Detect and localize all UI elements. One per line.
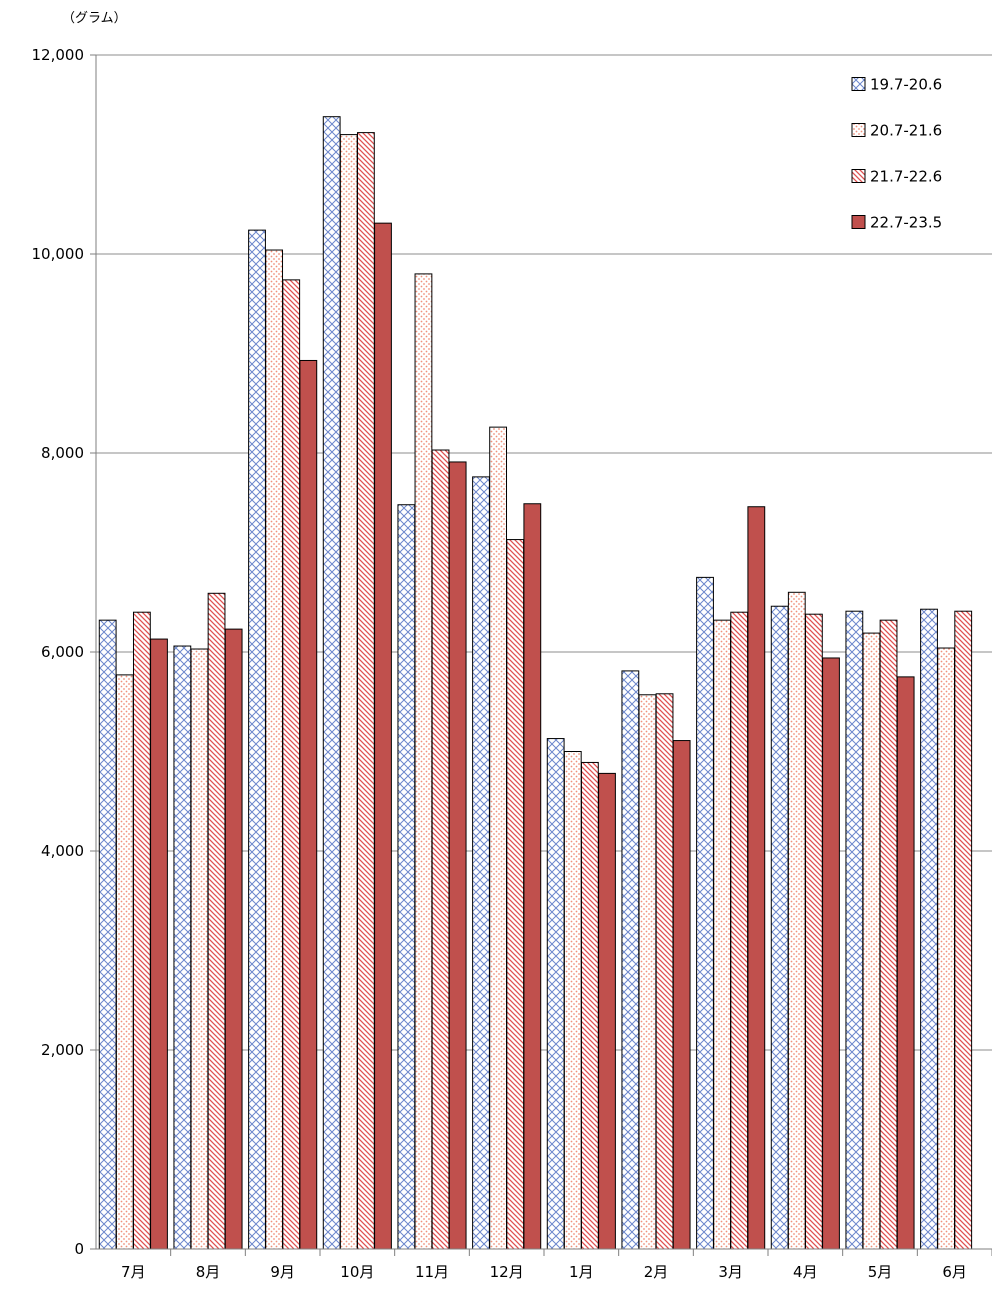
bar bbox=[173, 645, 192, 1250]
gridlines bbox=[90, 54, 992, 1250]
bar bbox=[431, 449, 450, 1250]
bar bbox=[282, 279, 301, 1250]
bar bbox=[845, 610, 864, 1250]
y-axis-unit-label: （グラム） bbox=[62, 11, 127, 26]
x-tick-label: 12月 bbox=[490, 1263, 524, 1281]
x-tick-label: 3月 bbox=[718, 1263, 743, 1281]
legend-label: 21.7-22.6 bbox=[870, 168, 942, 186]
bar bbox=[397, 504, 416, 1250]
y-tick-label: 4,000 bbox=[41, 842, 84, 860]
bar bbox=[207, 592, 226, 1250]
bar bbox=[472, 476, 490, 1250]
bar bbox=[730, 611, 749, 1250]
bar bbox=[822, 657, 840, 1250]
bar bbox=[598, 772, 616, 1250]
bar bbox=[787, 591, 806, 1250]
bar bbox=[115, 674, 134, 1250]
legend-swatch bbox=[851, 169, 866, 183]
bar bbox=[132, 611, 151, 1250]
bar bbox=[937, 647, 956, 1250]
y-tick-label: 8,000 bbox=[41, 444, 84, 462]
bar bbox=[265, 249, 284, 1250]
legend-swatch bbox=[851, 123, 866, 137]
bar bbox=[98, 619, 117, 1250]
bar bbox=[322, 116, 341, 1250]
bar bbox=[954, 610, 973, 1250]
y-tick-label: 6,000 bbox=[41, 643, 84, 661]
legend-label: 20.7-21.6 bbox=[870, 122, 942, 140]
bar bbox=[356, 132, 375, 1250]
bar bbox=[563, 751, 582, 1250]
y-tick-label: 0 bbox=[74, 1240, 84, 1258]
bar bbox=[655, 693, 674, 1250]
bar bbox=[523, 503, 542, 1250]
bar bbox=[339, 134, 358, 1250]
bar bbox=[299, 359, 318, 1250]
bar bbox=[448, 461, 467, 1250]
legend-label: 22.7-23.5 bbox=[870, 214, 942, 232]
bar bbox=[506, 539, 525, 1250]
bar bbox=[747, 506, 766, 1250]
bar bbox=[920, 608, 938, 1250]
bar bbox=[224, 628, 243, 1250]
bar bbox=[862, 632, 881, 1250]
bar bbox=[672, 740, 691, 1250]
bar-series-group bbox=[98, 116, 973, 1250]
bar bbox=[879, 619, 898, 1250]
legend-label: 19.7-20.6 bbox=[870, 76, 942, 94]
bar bbox=[770, 605, 789, 1250]
y-tick-label: 12,000 bbox=[32, 46, 85, 64]
y-axis-tick-labels: 0 2,000 4,000 6,000 8,000 10,000 12,000 bbox=[32, 46, 85, 1258]
bar bbox=[150, 638, 168, 1250]
axes bbox=[95, 55, 992, 1256]
x-axis-tick-labels: 7月 8月 9月 10月 11月 12月 1月 2月 3月 4月 5月 6月 bbox=[121, 1263, 967, 1281]
legend: 19.7-20.6 20.7-21.6 21.7-22.6 22.7-23.5 bbox=[851, 76, 942, 232]
bar bbox=[248, 229, 266, 1250]
x-tick-label: 2月 bbox=[644, 1263, 669, 1281]
y-tick-label: 2,000 bbox=[41, 1041, 84, 1059]
bar bbox=[374, 222, 392, 1250]
legend-swatch bbox=[851, 77, 866, 91]
bar bbox=[804, 613, 823, 1250]
bar bbox=[489, 426, 508, 1250]
bar bbox=[580, 761, 599, 1250]
bar bbox=[696, 576, 714, 1250]
x-tick-label: 5月 bbox=[868, 1263, 893, 1281]
y-tick-label: 10,000 bbox=[32, 245, 85, 263]
x-tick-label: 1月 bbox=[569, 1263, 594, 1281]
x-tick-label: 6月 bbox=[942, 1263, 967, 1281]
bar bbox=[546, 738, 565, 1250]
bar bbox=[621, 670, 640, 1250]
x-tick-label: 11月 bbox=[415, 1263, 449, 1281]
bar bbox=[713, 619, 732, 1250]
x-tick-label: 4月 bbox=[793, 1263, 818, 1281]
bar bbox=[414, 273, 433, 1250]
x-tick-label: 8月 bbox=[196, 1263, 221, 1281]
x-tick-label: 7月 bbox=[121, 1263, 146, 1281]
x-tick-label: 10月 bbox=[340, 1263, 374, 1281]
x-tick-label: 9月 bbox=[270, 1263, 295, 1281]
legend-swatch bbox=[851, 215, 866, 229]
bar bbox=[638, 694, 657, 1250]
bar bbox=[190, 648, 209, 1250]
bar bbox=[896, 676, 915, 1250]
